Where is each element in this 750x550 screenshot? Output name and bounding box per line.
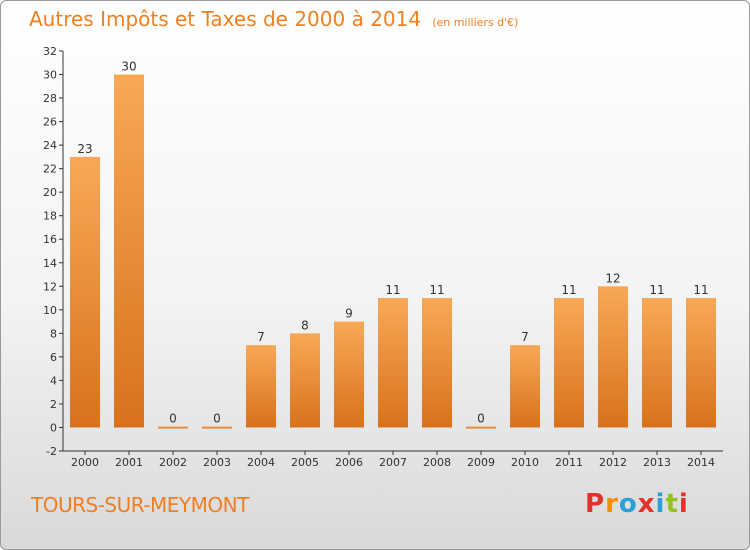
x-tick-label: 2012 [599,456,627,469]
chart-unit: (en milliers d'€) [432,16,519,29]
bars: 23 30 0 0 7 8 9 11 11 0 7 11 12 11 11 [70,60,716,429]
data-label: 7 [521,330,529,344]
data-label: 8 [301,318,309,332]
y-tick-label: 32 [43,45,57,58]
bar [70,156,100,428]
x-tick-label: 2007 [379,456,407,469]
logo-letter: t [665,489,679,519]
x-tick-label: 2014 [687,456,715,469]
logo-letter: o [618,489,638,519]
x-tick-label: 2011 [555,456,583,469]
data-label: 12 [605,271,620,285]
data-label: 9 [345,307,353,321]
bar [334,321,364,428]
bar [290,333,320,428]
y-tick-label: 14 [43,257,57,270]
x-tick-label: 2006 [335,456,363,469]
x-tick-label: 2005 [291,456,319,469]
data-label: 0 [213,411,221,425]
data-label: 0 [477,411,485,425]
x-tick-label: 2013 [643,456,671,469]
y-tick-label: 16 [43,233,57,246]
bar [158,426,188,429]
y-tick-label: -2 [46,445,57,458]
data-label: 11 [693,283,708,297]
data-label: 30 [121,60,136,74]
y-tick-label: 28 [43,92,57,105]
x-tick-label: 2000 [71,456,99,469]
bar [378,298,408,428]
data-label: 11 [385,283,400,297]
y-tick-label: 6 [50,351,57,364]
data-label: 23 [77,142,92,156]
y-tick-label: 10 [43,304,57,317]
y-tick-label: 8 [50,327,57,340]
data-label: 7 [257,330,265,344]
y-tick-label: 26 [43,116,57,129]
y-tick-label: 20 [43,186,57,199]
y-tick-label: 24 [43,139,57,152]
bar [246,345,276,428]
x-tick-label: 2010 [511,456,539,469]
data-label: 11 [429,283,444,297]
data-label: 0 [169,411,177,425]
y-tick-label: 30 [43,69,57,82]
bar [686,298,716,428]
town-name: TOURS-SUR-MEYMONT [31,493,249,517]
chart-title: Autres Impôts et Taxes de 2000 à 2014 [29,7,422,31]
x-tick-label: 2001 [115,456,143,469]
bar [466,426,496,429]
y-tick-label: 18 [43,210,57,223]
x-tick-label: 2008 [423,456,451,469]
x-tick-label: 2002 [159,456,187,469]
bar [554,298,584,428]
logo-letter: x [637,489,656,519]
logo-letter: i [655,489,666,519]
logo-letter: i [678,489,689,519]
data-label: 11 [561,283,576,297]
data-label: 11 [649,283,664,297]
x-tick-label: 2009 [467,456,495,469]
chart-title-block: Autres Impôts et Taxes de 2000 à 2014 (e… [29,7,518,31]
bar [598,286,628,428]
bar [422,298,452,428]
proxiti-logo: Proxiti [585,489,689,519]
logo-letter: P [585,489,606,519]
x-tick-label: 2004 [247,456,275,469]
y-tick-label: 12 [43,280,57,293]
logo-letter: r [605,489,619,519]
y-tick-label: 0 [50,421,57,434]
bar [114,74,144,428]
y-tick-label: 22 [43,163,57,176]
x-tick-label: 2003 [203,456,231,469]
bar [642,298,672,428]
bar [510,345,540,428]
bar [202,426,232,429]
y-tick-label: 2 [50,398,57,411]
y-tick-label: 4 [50,374,57,387]
